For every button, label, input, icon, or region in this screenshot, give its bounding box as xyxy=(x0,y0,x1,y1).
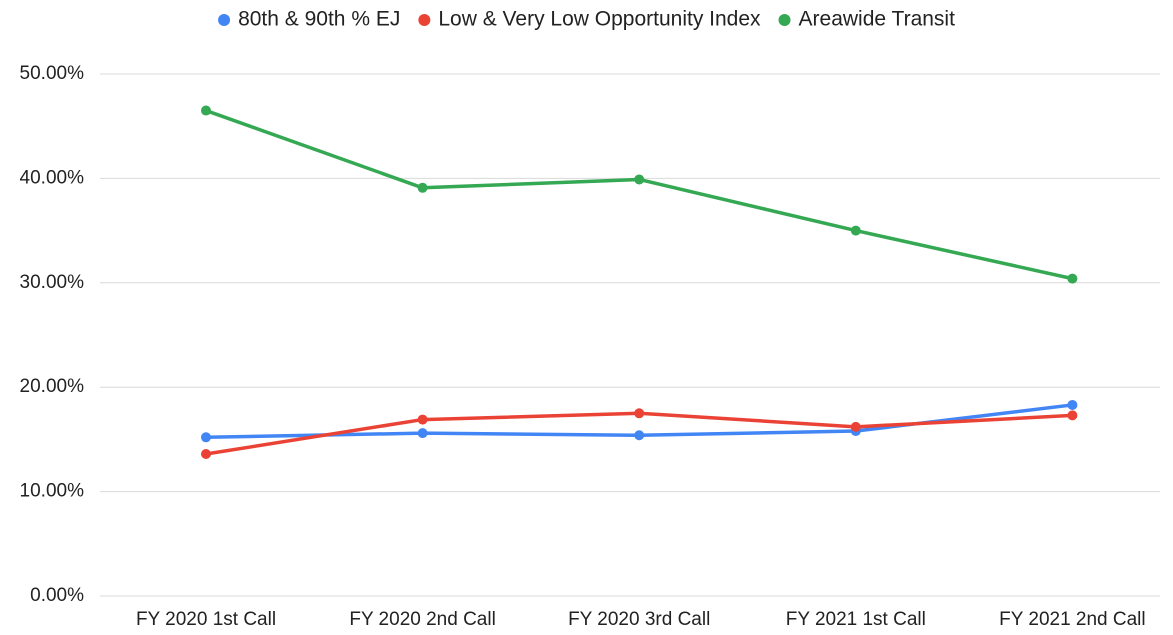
legend-marker xyxy=(218,14,231,26)
legend-label: Low & Very Low Opportunity Index xyxy=(438,8,761,31)
y-tick-label: 50.00% xyxy=(20,63,85,84)
legend-marker xyxy=(778,14,791,26)
data-point xyxy=(201,105,211,116)
data-point xyxy=(850,225,861,236)
data-point xyxy=(201,449,211,460)
y-tick-label: 40.00% xyxy=(20,167,85,188)
data-point xyxy=(1067,273,1078,284)
data-point xyxy=(634,408,645,419)
data-point xyxy=(634,174,645,185)
data-point xyxy=(850,421,861,432)
series-line xyxy=(205,108,1073,281)
x-tick-label: FY 2021 1st Call xyxy=(786,609,926,630)
x-tick-label: FY 2020 1st Call xyxy=(136,609,276,630)
x-tick-label: FY 2020 3rd Call xyxy=(568,609,710,630)
data-point xyxy=(1067,399,1078,410)
x-tick-label: FY 2020 2nd Call xyxy=(349,609,495,630)
y-tick-label: 30.00% xyxy=(20,272,85,293)
data-point xyxy=(417,182,428,193)
data-point xyxy=(634,430,645,441)
legend-marker xyxy=(418,14,431,26)
x-tick-label: FY 2021 2nd Call xyxy=(999,609,1145,630)
y-tick-label: 0.00% xyxy=(30,585,84,606)
data-point xyxy=(417,428,428,439)
legend-label: Areawide Transit xyxy=(799,8,956,31)
data-point xyxy=(201,432,211,443)
y-tick-label: 20.00% xyxy=(20,376,85,397)
legend-label: 80th & 90th % EJ xyxy=(238,8,400,31)
data-point xyxy=(417,414,428,425)
y-tick-label: 10.00% xyxy=(20,481,85,502)
data-point xyxy=(1067,410,1078,421)
